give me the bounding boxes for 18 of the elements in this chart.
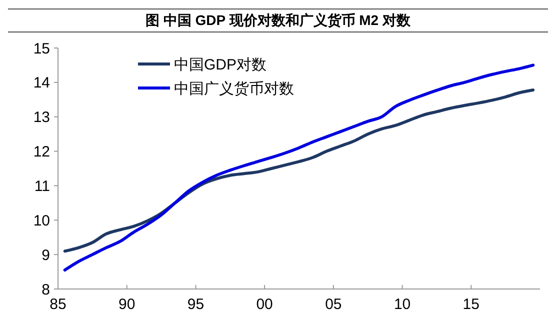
y-tick-label: 15	[33, 40, 50, 58]
y-tick-label: 8	[42, 281, 50, 298]
y-tick-label: 11	[34, 178, 50, 195]
x-tick-label: 90	[118, 296, 136, 313]
x-tick-label: 95	[187, 296, 204, 313]
y-tick-label: 10	[33, 212, 50, 230]
y-tick-label: 12	[33, 144, 50, 161]
chart-title: 图 中国 GDP 现价对数和广义货币 M2 对数	[146, 12, 412, 28]
x-tick-label: 15	[462, 296, 480, 313]
y-tick-label: 9	[42, 246, 50, 264]
x-tick-label: 05	[325, 296, 342, 313]
y-tick-label: 13	[33, 109, 50, 126]
x-tick-label: 00	[256, 296, 273, 313]
y-tick-label: 14	[33, 74, 50, 92]
x-tick-label: 10	[394, 296, 411, 313]
legend-label: 中国广义货币对数	[174, 80, 294, 98]
x-tick-label: 85	[50, 296, 66, 313]
legend-label: 中国GDP对数	[174, 56, 267, 74]
